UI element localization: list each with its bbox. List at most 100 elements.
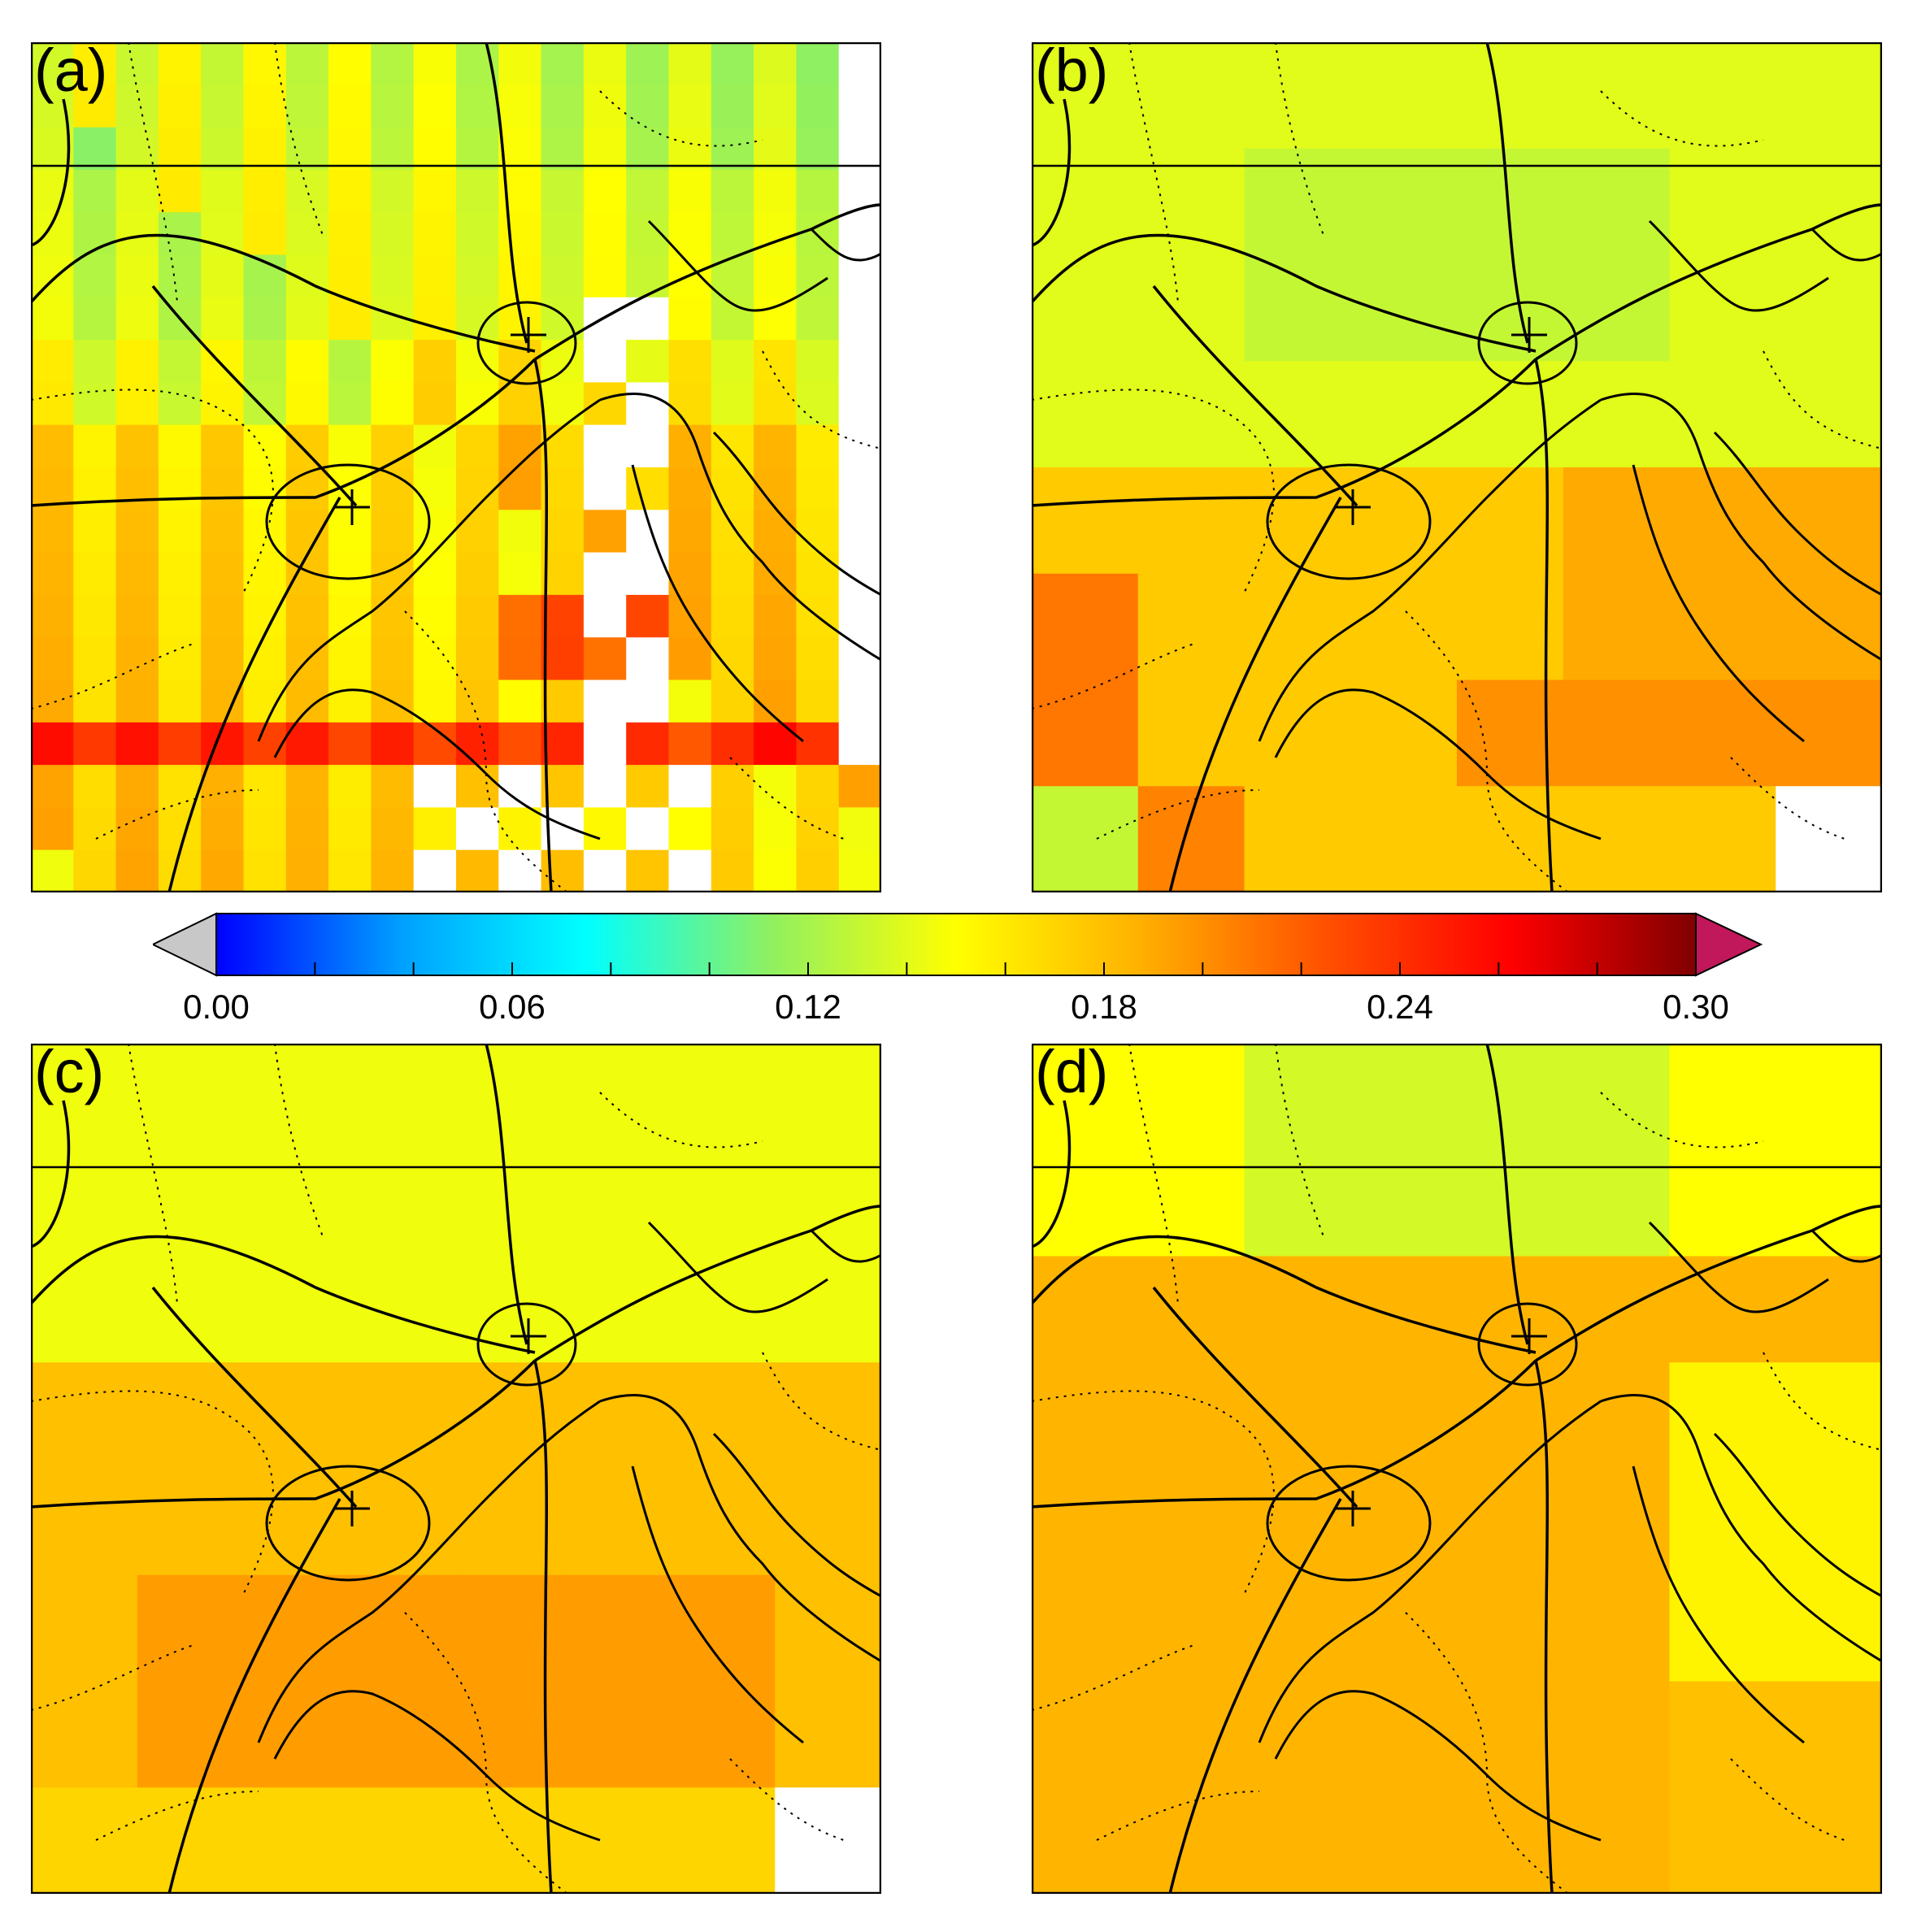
missing-cell [583,467,627,510]
value-cell [541,679,585,723]
county-border [1275,1044,1325,1240]
value-cell [413,85,457,128]
value-cell [328,42,372,85]
value-cell [201,254,245,298]
value-cell [137,1574,245,1682]
county-border [31,1390,274,1597]
value-cell [1244,679,1351,787]
value-cell [201,467,245,510]
value-cell [796,127,840,171]
map-overlay [31,42,881,892]
county-border [1763,350,1882,449]
value-cell [73,510,117,554]
value-cell [541,637,585,681]
value-cell [711,849,754,892]
value-cell [328,637,372,681]
value-cell [1137,679,1245,787]
value-cell [1776,1681,1882,1788]
value-cell [668,340,712,383]
colorbar-tick-labels: 0.00 0.06 0.12 0.18 0.24 0.30 [0,988,1917,1036]
value-cell [158,254,202,298]
value-cell [371,382,415,426]
value-cell [1457,1044,1564,1151]
value-cell [456,722,499,766]
county-border [729,757,845,840]
value-cell [1032,1044,1139,1151]
map-panel-b: (b) [1032,41,1882,892]
value-cell [1776,1044,1882,1151]
value-cell [115,849,159,892]
missing-cell [668,765,712,808]
value-cell [413,382,457,426]
value-cell [328,510,372,554]
value-cell [328,169,372,213]
value-cell [1776,42,1882,150]
value-cell [754,424,797,468]
value-cell [668,1149,776,1257]
value-cell [1776,1362,1882,1470]
value-cell [1350,1681,1458,1788]
coastline [810,1229,881,1263]
value-cell [350,1044,457,1151]
county-border [1730,757,1845,840]
value-cell [115,254,159,298]
value-cell [711,169,754,213]
value-cell [1244,148,1351,256]
value-cell [73,552,117,596]
value-cell [243,1574,350,1682]
value-cell [1563,1787,1671,1894]
value-cell [413,169,457,213]
value-cell [562,1044,670,1151]
value-cell [350,1256,457,1363]
missing-cell [583,679,627,723]
coastline [599,393,881,662]
value-cell [498,42,542,85]
value-cell [201,340,245,383]
value-cell [1457,786,1564,892]
value-cell [243,382,287,426]
value-cell [371,510,415,554]
value-cell [754,722,797,766]
value-cell [1137,467,1245,575]
road-line [31,98,71,247]
colorbar-tick-2: 0.12 [775,988,841,1026]
road-line [1168,497,1342,892]
value-cell [498,382,542,426]
value-cell [456,594,499,638]
value-cell [371,254,415,298]
county-border [274,1044,324,1240]
missing-cell [583,594,627,638]
value-cell [1563,1574,1671,1682]
value-cell [1350,42,1458,150]
county-border [1032,643,1195,710]
value-cell [350,1149,457,1257]
value-cell [285,594,329,638]
coastline [1810,1229,1882,1263]
value-cell [541,127,585,171]
value-cell [243,85,287,128]
value-cell [754,254,797,298]
coastline [1632,1465,1805,1744]
value-cell [115,382,159,426]
value-cell [115,510,159,554]
value-cell [73,679,117,723]
missing-cell [498,849,542,892]
value-cell [73,127,117,171]
value-cell [328,424,372,468]
coastline [1713,431,1882,597]
value-cell [626,85,670,128]
value-cell [562,1681,670,1788]
value-cell [711,212,754,256]
value-cell [31,1362,138,1470]
value-cell [498,722,542,766]
coastline [1648,1221,1829,1313]
value-cell [456,212,499,256]
value-cell [626,467,670,510]
value-cell [668,169,712,213]
road-line [1032,358,1537,507]
value-cell [115,297,159,341]
value-cell [158,679,202,723]
value-cell [73,169,117,213]
value-cell [541,467,585,510]
road-line [1152,1286,1358,1509]
